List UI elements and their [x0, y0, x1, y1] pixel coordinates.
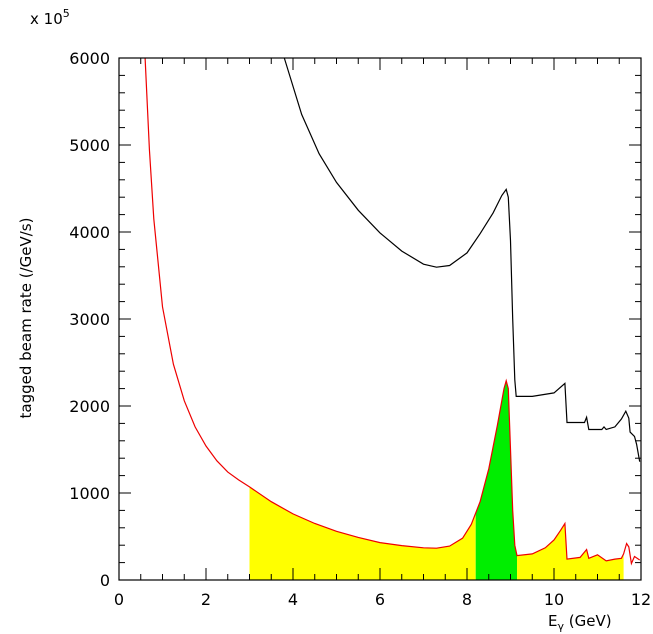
x-axis-title-main: E [548, 612, 557, 630]
y-tick-label: 4000 [69, 223, 110, 242]
curves [144, 57, 641, 566]
series-line-1 [283, 57, 641, 462]
multiplier-exponent: 5 [63, 7, 70, 20]
x-tick-label: 10 [544, 590, 564, 609]
series-line-2 [144, 57, 641, 566]
y-axis-title: tagged beam rate (/GeV/s) [17, 218, 35, 419]
y-tick-label: 5000 [69, 136, 110, 155]
filled-region-2 [475, 380, 518, 580]
x-tick-label: 12 [631, 590, 651, 609]
y-tick-label: 1000 [69, 484, 110, 503]
filled-region-3 [517, 523, 624, 580]
y-tick-label: 6000 [69, 49, 110, 68]
y-tick-label: 0 [100, 571, 110, 590]
x-axis-title-sub: γ [557, 620, 564, 633]
plot-frame [118, 57, 642, 581]
x-axis-title-unit: (GeV) [564, 612, 612, 630]
y-tick-label: 2000 [69, 397, 110, 416]
multiplier-base: x 10 [30, 10, 63, 28]
x-tick-label: 2 [201, 590, 211, 609]
y-axis-title-text: tagged beam rate (/GeV/s) [17, 218, 35, 419]
x-tick-label: 4 [288, 590, 298, 609]
x-tick-label: 8 [462, 590, 472, 609]
x-axis-title: Eγ (GeV) [548, 612, 612, 633]
axis-ticks [118, 57, 642, 581]
filled-regions [249, 380, 624, 580]
filled-region-1 [249, 486, 476, 580]
tick-labels: 0 2 4 6 8 10 12 0 1000 2000 3000 4000 5000 6000 [69, 49, 651, 609]
y-tick-label: 3000 [69, 310, 110, 329]
x-tick-label: 6 [375, 590, 385, 609]
x-tick-label: 0 [114, 590, 124, 609]
multiplier-label: x 105 [30, 7, 70, 28]
